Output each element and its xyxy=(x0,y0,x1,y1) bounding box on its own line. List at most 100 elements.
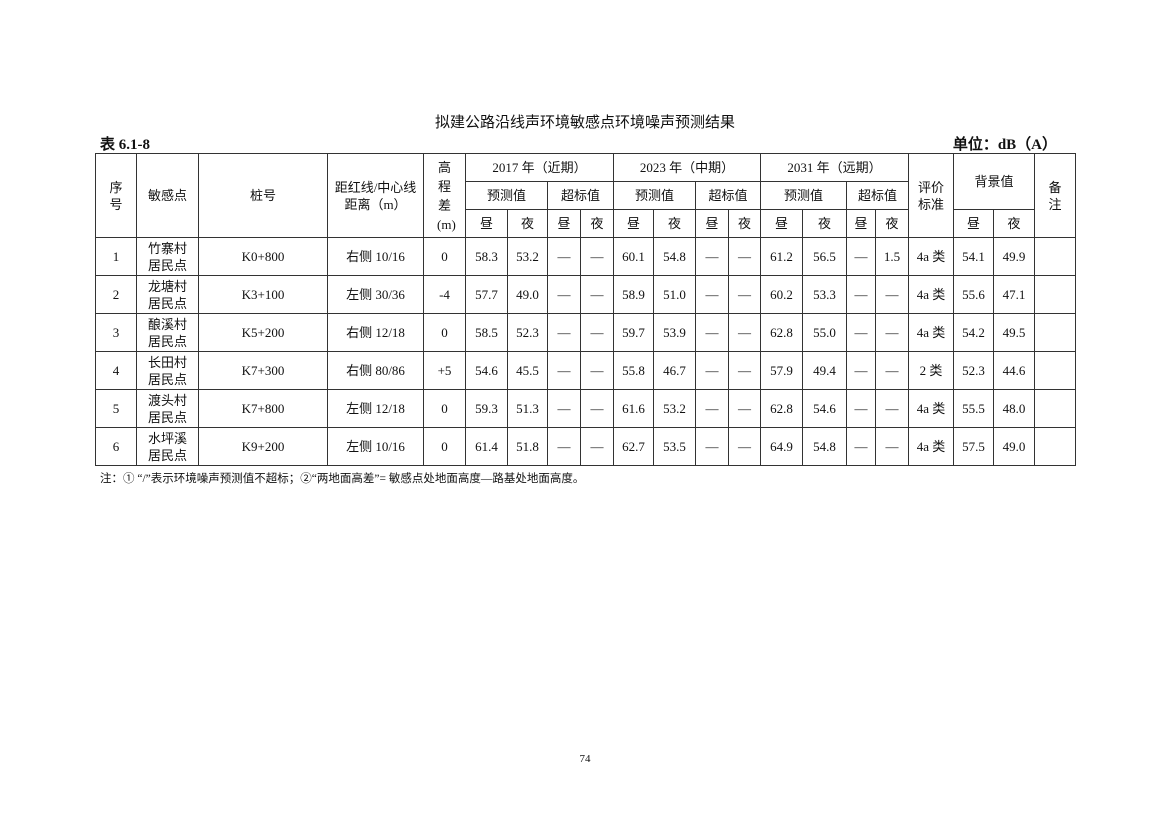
header-pred: 预测值 xyxy=(760,181,848,210)
table-cell: 62.7 xyxy=(613,427,655,466)
header-night: 夜 xyxy=(507,209,548,238)
table-cell: 60.2 xyxy=(760,275,804,314)
table-cell xyxy=(1034,351,1077,390)
table-cell: 54.6 xyxy=(802,389,848,428)
table-row: 5 渡头村居民点 K7+800 左侧 12/18 0 59.3 51.3— —61.6 53.2… xyxy=(95,389,1077,428)
table-cell: 61.6 xyxy=(613,389,655,428)
table-cell: 44.6 xyxy=(993,351,1036,390)
table-cell xyxy=(1034,313,1077,352)
table-cell: 右侧 80/86 xyxy=(327,351,424,390)
header-background: 背景值 xyxy=(953,153,1036,210)
table-cell: — xyxy=(728,237,762,276)
table-number: 表 6.1-8 xyxy=(100,137,150,153)
table-cell: 57.7 xyxy=(465,275,508,314)
table-cell: — xyxy=(875,427,910,466)
table-cell: 52.3 xyxy=(507,313,548,352)
table-row: 6 水坪溪居民点 K9+200 左侧 10/16 0 61.4 51.8— —62.7 53.5… xyxy=(95,427,1077,466)
table-cell: 57.5 xyxy=(953,427,995,466)
table-cell: 62.8 xyxy=(760,389,804,428)
header-exceed: 超标值 xyxy=(846,181,910,210)
table-cell: 51.3 xyxy=(507,389,548,428)
sensitive-point-cell: 酿溪村居民点 xyxy=(136,313,199,352)
table-cell: 4a 类 xyxy=(908,313,955,352)
table-cell: 59.3 xyxy=(465,389,508,428)
header-night: 夜 xyxy=(993,209,1036,238)
table-cell: 1 xyxy=(95,237,137,276)
table-cell: 4 xyxy=(95,351,137,390)
table-cell: 58.5 xyxy=(465,313,508,352)
table-cell: 0 xyxy=(423,313,466,352)
table-cell: -4 xyxy=(423,275,466,314)
table-cell: — xyxy=(547,275,581,314)
table-cell: — xyxy=(846,389,877,428)
table-cell: 5 xyxy=(95,389,137,428)
table-cell: 左侧 30/36 xyxy=(327,275,424,314)
table-cell xyxy=(1034,275,1077,314)
table-cell: — xyxy=(695,237,730,276)
table-cell: 右侧 12/18 xyxy=(327,313,424,352)
table-cell: 55.6 xyxy=(953,275,995,314)
table-cell: — xyxy=(547,427,581,466)
header-night: 夜 xyxy=(653,209,697,238)
table-cell xyxy=(1034,427,1077,466)
table-cell: 54.1 xyxy=(953,237,995,276)
table-cell: — xyxy=(846,427,877,466)
table-cell: K0+800 xyxy=(198,237,328,276)
table-cell: — xyxy=(579,275,615,314)
table-cell: 58.9 xyxy=(613,275,655,314)
table-cell: — xyxy=(547,313,581,352)
table-cell: — xyxy=(579,351,615,390)
table-cell: 4a 类 xyxy=(908,237,955,276)
table-cell: 54.8 xyxy=(653,237,697,276)
header-standard: 评价标准 xyxy=(908,153,955,238)
header-pred: 预测值 xyxy=(613,181,697,210)
table-cell: 53.5 xyxy=(653,427,697,466)
table-cell: — xyxy=(728,313,762,352)
table-cell: 右侧 10/16 xyxy=(327,237,424,276)
table-cell: — xyxy=(695,427,730,466)
header-remark: 备注 xyxy=(1034,153,1077,238)
noise-prediction-table: 序号 敏感点 桩号 距红线/中心线距离（m） 高程差(m) 2017 年（近期）… xyxy=(95,153,1077,466)
table-cell: 53.2 xyxy=(507,237,548,276)
header-day: 昼 xyxy=(760,209,804,238)
table-cell: — xyxy=(695,313,730,352)
table-cell: 1.5 xyxy=(875,237,910,276)
table-cell: 2 xyxy=(95,275,137,314)
table-cell: — xyxy=(875,351,910,390)
header-exceed: 超标值 xyxy=(695,181,762,210)
table-cell: 61.4 xyxy=(465,427,508,466)
header-2017: 2017 年（近期） xyxy=(464,153,615,182)
sensitive-point-cell: 龙塘村居民点 xyxy=(136,275,199,314)
header-day: 昼 xyxy=(547,209,581,238)
table-cell: 左侧 10/16 xyxy=(327,427,424,466)
header-seq: 序号 xyxy=(95,153,137,238)
table-cell: 58.3 xyxy=(465,237,508,276)
table-cell: 49.4 xyxy=(802,351,848,390)
table-cell: +5 xyxy=(423,351,466,390)
header-2023: 2023 年（中期） xyxy=(613,153,762,182)
table-cell: 54.8 xyxy=(802,427,848,466)
table-cell: — xyxy=(846,237,877,276)
table-cell: 61.2 xyxy=(760,237,804,276)
table-cell: — xyxy=(875,313,910,352)
table-cell: 49.0 xyxy=(993,427,1036,466)
table-cell: — xyxy=(547,237,581,276)
table-cell: 49.9 xyxy=(993,237,1036,276)
header-point: 敏感点 xyxy=(136,153,199,238)
table-cell: — xyxy=(846,313,877,352)
table-cell: 56.5 xyxy=(802,237,848,276)
table-cell: 55.0 xyxy=(802,313,848,352)
table-cell: 4a 类 xyxy=(908,427,955,466)
table-cell: 2 类 xyxy=(908,351,955,390)
header-night: 夜 xyxy=(579,209,615,238)
table-cell: — xyxy=(579,389,615,428)
table-cell: — xyxy=(846,275,877,314)
table-cell: 55.8 xyxy=(613,351,655,390)
page-number: 74 xyxy=(579,753,591,765)
table-cell: 54.6 xyxy=(465,351,508,390)
table-cell: 0 xyxy=(423,389,466,428)
table-note: 注：① “/”表示环境噪声预测值不超标；②“两地面高差”= 敏感点处地面高度—路… xyxy=(100,473,585,485)
table-cell: 48.0 xyxy=(993,389,1036,428)
header-day: 昼 xyxy=(465,209,508,238)
table-row: 1 竹寨村居民点 K0+800 右侧 10/16 0 58.3 53.2— —60.1 54.8… xyxy=(95,237,1077,276)
